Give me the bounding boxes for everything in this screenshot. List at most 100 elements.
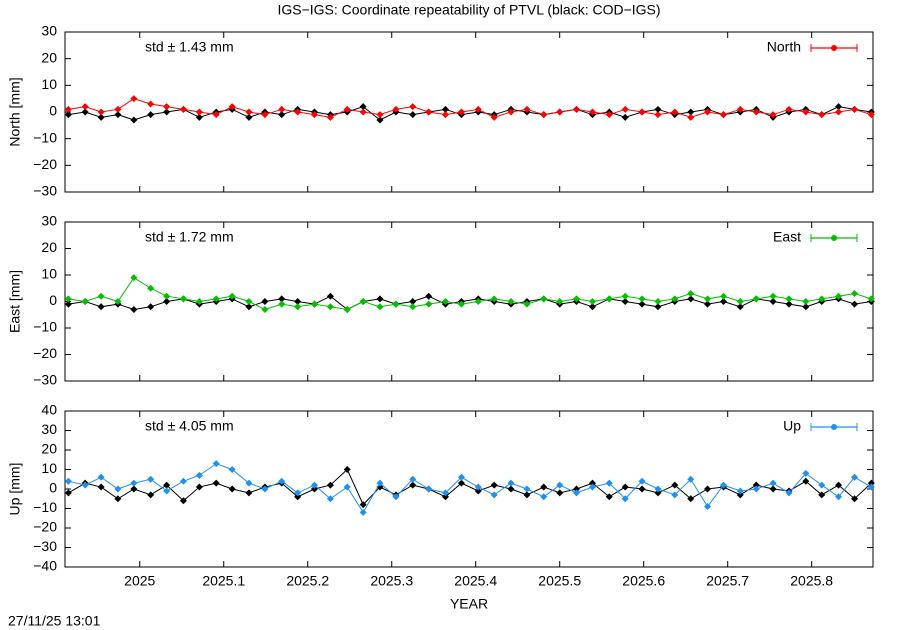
y-tick-label: 0 <box>49 480 57 496</box>
data-point <box>261 298 269 305</box>
data-point <box>851 300 859 308</box>
data-point <box>605 493 613 501</box>
data-point <box>376 116 384 124</box>
data-point <box>704 108 712 116</box>
data-point <box>752 481 760 489</box>
data-point <box>376 111 384 119</box>
y-tick-label: −30 <box>33 183 57 199</box>
data-point <box>326 481 334 489</box>
data-point <box>212 460 220 468</box>
data-point <box>785 489 793 497</box>
data-point <box>588 303 596 311</box>
data-point <box>621 292 629 300</box>
data-point <box>294 493 302 501</box>
data-point <box>671 491 679 499</box>
annotation: std ± 1.43 mm <box>145 39 234 55</box>
data-point <box>719 481 727 489</box>
data-point <box>474 105 482 113</box>
legend-swatch <box>831 235 837 241</box>
data-point <box>556 298 564 305</box>
data-point <box>867 483 875 491</box>
data-point <box>851 105 859 113</box>
data-point <box>294 298 302 305</box>
x-tick-label: 2025 <box>124 573 155 589</box>
data-point <box>409 303 417 311</box>
data-point <box>114 298 122 305</box>
data-point <box>97 292 105 300</box>
data-point <box>81 481 89 489</box>
data-point <box>605 479 613 487</box>
y-tick-label: 20 <box>41 239 57 255</box>
data-point <box>835 481 843 489</box>
x-tick-label: 2025.2 <box>286 573 329 589</box>
data-point <box>409 481 417 489</box>
data-point <box>736 298 744 305</box>
y-tick-label: 0 <box>49 292 57 308</box>
data-point <box>130 274 138 282</box>
data-point <box>310 111 318 119</box>
x-axis-label: YEAR <box>450 596 488 612</box>
data-point <box>130 116 138 124</box>
data-point <box>474 298 482 305</box>
data-point <box>130 95 138 103</box>
data-point <box>343 105 351 113</box>
data-point <box>736 487 744 495</box>
data-point <box>457 473 465 481</box>
data-point <box>802 469 810 477</box>
data-point <box>64 489 72 497</box>
y-tick-label: 40 <box>41 402 57 418</box>
data-point <box>114 485 122 493</box>
x-tick-label: 2025.3 <box>370 573 413 589</box>
data-point <box>212 479 220 487</box>
y-tick-label: 0 <box>49 103 57 119</box>
data-point <box>704 295 712 303</box>
data-point <box>523 105 531 113</box>
data-point <box>163 292 171 300</box>
data-point <box>867 295 875 303</box>
data-point <box>326 495 334 503</box>
timestamp: 27/11/25 13:01 <box>8 613 101 629</box>
data-point <box>163 108 171 116</box>
data-point <box>392 105 400 113</box>
data-point <box>540 111 548 119</box>
data-point <box>851 290 859 298</box>
data-point <box>687 495 695 503</box>
data-point <box>97 113 105 121</box>
data-point <box>671 295 679 303</box>
data-point <box>195 471 203 479</box>
data-point <box>425 108 433 116</box>
x-tick-label: 2025.5 <box>538 573 581 589</box>
data-point <box>64 105 72 113</box>
data-point <box>114 495 122 503</box>
data-point <box>147 284 155 292</box>
data-point <box>278 111 286 119</box>
data-point <box>654 105 662 113</box>
data-point <box>474 487 482 495</box>
data-point <box>556 481 564 489</box>
y-tick-label: −20 <box>33 156 57 172</box>
y-tick-label: 10 <box>41 76 57 92</box>
data-point <box>376 295 384 303</box>
data-point <box>195 483 203 491</box>
data-point <box>97 303 105 311</box>
legend-swatch <box>831 424 837 430</box>
data-point <box>785 105 793 113</box>
data-point <box>81 108 89 116</box>
y-tick-label: 10 <box>41 460 57 476</box>
data-point <box>425 292 433 300</box>
data-point <box>245 298 253 305</box>
data-point <box>851 473 859 481</box>
data-point <box>588 483 596 491</box>
y-axis-label: North [mm] <box>7 77 23 146</box>
data-point <box>163 103 171 111</box>
legend-swatch <box>831 45 837 51</box>
data-point <box>704 503 712 511</box>
data-point <box>654 298 662 305</box>
data-point <box>654 303 662 311</box>
data-point <box>818 491 826 499</box>
data-point <box>752 295 760 303</box>
data-point <box>147 491 155 499</box>
data-point <box>179 295 187 303</box>
